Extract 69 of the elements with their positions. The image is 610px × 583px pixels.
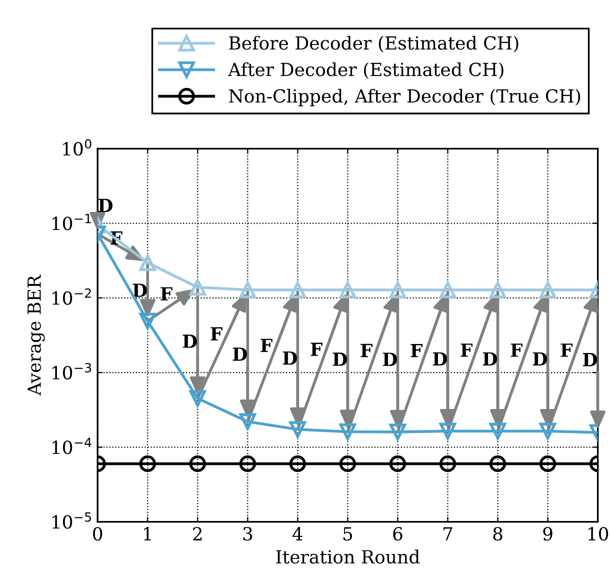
- x-axis-title: Iteration Round: [276, 550, 420, 564]
- annotation: F: [260, 338, 272, 352]
- annotation: D: [98, 198, 112, 212]
- point: [389, 455, 406, 472]
- point: [339, 455, 356, 472]
- point: [189, 390, 206, 407]
- legend-label: Non-Clipped, After Decoder (True CH): [228, 88, 580, 106]
- point: [289, 282, 306, 298]
- point: [289, 421, 306, 438]
- point: [189, 455, 206, 472]
- x-tick-label: 2: [193, 526, 202, 540]
- x-tick-label: 9: [543, 526, 552, 541]
- annotation: D: [232, 348, 247, 361]
- x-tick-label: 4: [292, 526, 303, 540]
- y-tick-label: 10$^{−1}$: [52, 214, 91, 230]
- legend-label: Before Decoder (Estimated CH): [229, 36, 518, 52]
- x-tick-label: 8: [493, 526, 502, 541]
- point: [439, 422, 456, 440]
- y-tick-label: 10$^{0}$: [63, 139, 92, 156]
- point: [339, 423, 356, 440]
- point: [239, 413, 256, 430]
- point: [139, 455, 156, 472]
- point: [539, 422, 556, 440]
- annotation: D: [582, 353, 598, 366]
- annotation: F: [360, 344, 372, 358]
- x-tick-label: 7: [444, 527, 452, 540]
- x-tick-label: 3: [243, 526, 252, 541]
- annotation: F: [310, 342, 322, 356]
- y-tick-label: 10$^{−3}$: [52, 362, 92, 380]
- annotation: F: [160, 287, 172, 300]
- point: [339, 282, 356, 298]
- point: [139, 312, 156, 330]
- point: [439, 282, 456, 298]
- y-tick-label: 10$^{−5}$: [52, 512, 91, 529]
- point: [489, 455, 506, 472]
- point: [389, 282, 406, 298]
- annotation: D: [482, 352, 497, 366]
- annotation: F: [460, 344, 473, 357]
- point: [289, 455, 306, 472]
- annotation: F: [560, 344, 573, 357]
- point: [389, 424, 406, 440]
- x-tick-label: 10: [588, 526, 608, 541]
- point: [139, 254, 156, 272]
- annotation: D: [532, 352, 548, 366]
- annotation: D: [182, 334, 197, 348]
- y-axis-title: Average BER: [28, 274, 45, 396]
- y-tick-label: 10$^{−2}$: [52, 288, 91, 305]
- annotation: D: [382, 352, 397, 366]
- point: [239, 455, 256, 472]
- x-tick-label: 0: [93, 526, 102, 541]
- annotation: D: [332, 352, 347, 366]
- point: [189, 278, 206, 296]
- point: [239, 282, 256, 298]
- annotation: D: [432, 352, 447, 366]
- legend-label: After Decoder (Estimated CH): [228, 62, 504, 79]
- annotation: F: [510, 344, 523, 357]
- x-tick-label: 5: [343, 527, 352, 541]
- x-tick-label: 1: [144, 526, 151, 540]
- annotation: D: [132, 284, 147, 297]
- y-tick-label: 10$^{−4}$: [52, 438, 92, 454]
- point: [539, 455, 556, 472]
- point: [489, 422, 506, 440]
- x-tick-label: 6: [393, 526, 402, 541]
- annotation: D: [282, 351, 297, 365]
- point: [439, 455, 456, 472]
- annotation: F: [410, 344, 422, 358]
- point: [489, 282, 506, 298]
- annotation: F: [210, 327, 222, 340]
- point: [539, 282, 556, 298]
